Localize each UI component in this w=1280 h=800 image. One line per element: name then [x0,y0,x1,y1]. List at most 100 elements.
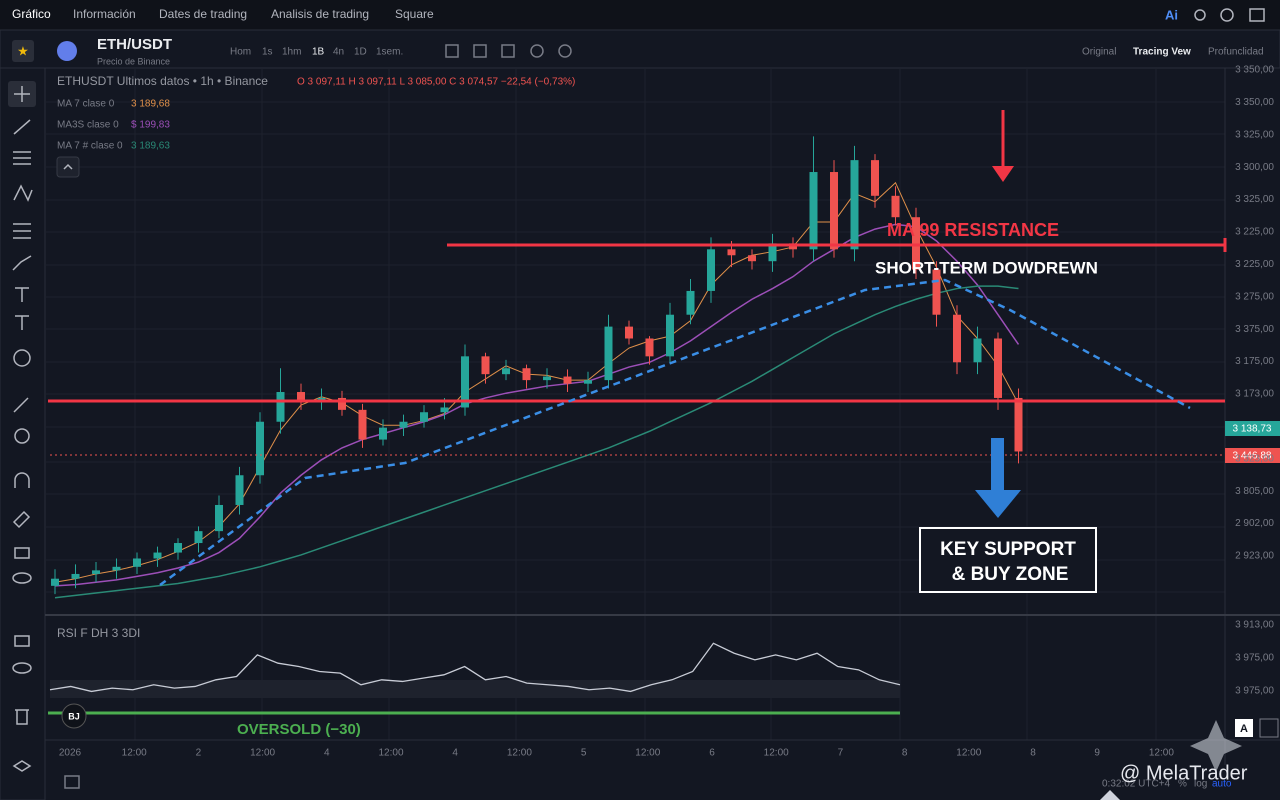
tool-icon[interactable] [558,44,572,58]
candle-body [317,397,326,401]
candle-body [891,195,900,218]
candle-body [133,558,141,567]
candle-body [194,531,203,544]
rsi-line [49,642,901,693]
line-tool[interactable] [13,119,31,135]
candle-body [768,243,777,262]
symbol-subtitle: Precio de Binance [97,56,170,66]
time-axis-label: 9 [1094,748,1100,759]
annotation: KEY SUPPORT [940,539,1076,560]
interval[interactable]: 1hm [282,47,301,58]
price-axis-label: 3 275,00 [1235,291,1274,302]
nav-tab[interactable]: Dates de trading [159,7,247,21]
tool-icon[interactable] [530,44,544,58]
legend-label: MA 7 clase 0 [57,99,115,110]
candle-body [235,475,244,505]
symbol[interactable]: ETH/USDT [97,36,172,53]
candle-body [871,160,879,196]
interval[interactable]: Hom [230,47,251,58]
sparkle [1190,720,1242,772]
eye-tool[interactable] [12,662,32,674]
layers-tool[interactable] [12,760,32,772]
interval[interactable]: 4n [333,47,344,58]
view-tab[interactable]: Tracing Vew [1133,47,1191,58]
time-axis-label: 12:00 [635,748,660,759]
percent[interactable]: % [1178,779,1187,790]
interval[interactable]: 1B [312,47,325,58]
tool-icon[interactable] [473,44,487,58]
candle-body [440,407,449,413]
calendar-icon[interactable] [64,775,80,789]
nav-tab[interactable]: Información [73,7,136,21]
interval[interactable]: 1D [354,47,367,58]
tool-icon[interactable] [501,44,515,58]
ruler-tool[interactable] [13,397,29,413]
candle-body [379,427,387,440]
rsi-axis-label: 3 975,00 [1235,653,1274,664]
candle-body [543,376,551,381]
auto-toggle[interactable]: auto [1212,779,1232,790]
nav-tab[interactable]: Analisis de trading [271,7,369,21]
price-axis-label: 3 325,00 [1235,129,1274,140]
price-axis-label: 3 323,00 [1235,453,1274,464]
interval[interactable]: 1s [262,47,273,58]
candle-body [625,326,633,339]
candle-body [727,249,736,256]
collapse-button[interactable] [56,156,80,178]
nav-tab[interactable]: Square [395,7,434,21]
tool-icon[interactable] [445,44,459,58]
price-axis-label: 2 902,00 [1235,518,1274,529]
price-axis-label: 3 805,00 [1235,486,1274,497]
eye-tool[interactable] [12,572,32,584]
time-axis-label: 4 [452,748,458,759]
emoji-tool[interactable] [13,349,31,367]
log-toggle[interactable]: log [1194,779,1207,790]
interval[interactable]: 1sem. [376,47,403,58]
candle-body [748,255,756,262]
bell-icon[interactable] [1194,9,1206,21]
legend-label: MA3S clase 0 [57,120,119,131]
view-tab[interactable]: Profunclidad [1208,47,1264,58]
view-tab[interactable]: Original [1082,47,1116,58]
time-axis-label: 12:00 [250,748,275,759]
price-tag [1225,448,1280,463]
price-axis-label: 3 375,00 [1235,324,1274,335]
nav-tab[interactable]: Gráfico [12,7,51,21]
candle-body [399,421,408,428]
time-axis-label: 12:00 [378,748,403,759]
time-axis-label: 12:00 [122,748,147,759]
pen-tool[interactable] [12,510,31,529]
candle-body [912,217,920,270]
settings-icon[interactable] [1220,8,1234,22]
price-tag [1225,421,1280,436]
fib-tool[interactable] [13,223,31,239]
text-tool[interactable] [15,287,29,330]
annotation: & BUY ZONE [952,564,1069,585]
lock-tool[interactable] [14,547,30,559]
rsi-axis-label: 3 975,00 [1235,686,1274,697]
legend-value: $ 199,83 [131,120,170,131]
time-axis-label: 12:00 [956,748,981,759]
favorite[interactable] [12,40,34,62]
ai-button[interactable]: Ai [1165,7,1178,22]
auto-scale[interactable] [1235,719,1253,737]
settings-button[interactable] [1259,718,1279,738]
trash-tool[interactable] [15,709,29,725]
magnet-tool[interactable] [14,472,30,488]
price-axis-label: 3 225,00 [1235,259,1274,270]
time-axis-label: 8 [902,748,908,759]
legend-value: 3 189,68 [131,99,170,110]
zoom-tool[interactable] [14,428,30,444]
time-axis-label: 12:00 [1149,748,1174,759]
time-axis-label: 2026 [59,748,82,759]
layout-icon[interactable] [1249,8,1265,22]
channel-tool[interactable] [13,151,31,165]
lock-tool[interactable] [14,635,30,647]
time-axis-label: 2 [196,748,202,759]
brush-tool[interactable] [12,255,32,271]
legend-value: 3 189,63 [131,141,170,152]
time-axis-label: 12:00 [764,748,789,759]
blue-arrow [991,438,1004,494]
price-axis-label: 3 350,00 [1235,65,1274,76]
pattern-tool[interactable] [13,184,33,202]
